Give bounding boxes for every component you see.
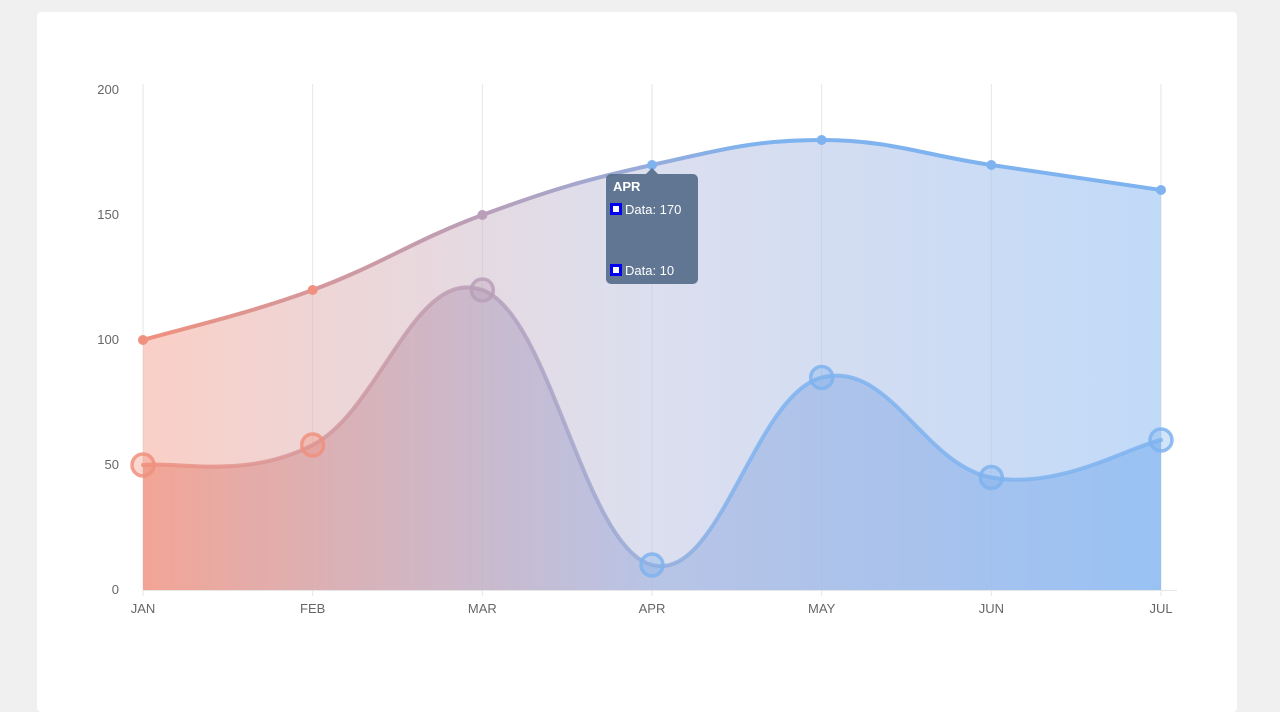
line-area-chart: 0 50 100 150 200 JAN FEB MAR APR MAY JUN JUL <box>97 82 1177 616</box>
x-tick-label: JAN <box>131 601 156 616</box>
x-tick-label: JUN <box>979 601 1004 616</box>
y-tick-label: 0 <box>112 582 119 597</box>
tooltip-row: Data: 10 <box>610 261 674 279</box>
data-point <box>808 364 835 391</box>
data-point <box>986 160 997 170</box>
data-point <box>639 552 665 578</box>
data-point <box>1148 427 1174 453</box>
x-tick-label: JUL <box>1149 601 1172 616</box>
tooltip-row-label: Data: 170 <box>625 201 682 217</box>
data-point <box>469 277 496 303</box>
data-point <box>299 432 326 458</box>
y-tick-label: 150 <box>97 207 119 222</box>
data-point <box>307 285 318 295</box>
series-area <box>143 287 1161 590</box>
tooltip: APR Data: 170 Data: 10 <box>606 168 698 284</box>
legend-swatch-icon <box>610 264 622 276</box>
data-point <box>477 210 488 220</box>
data-points <box>130 135 1174 578</box>
axes: 0 50 100 150 200 JAN FEB MAR APR MAY JUN JUL <box>97 82 1177 616</box>
legend-swatch-icon <box>610 203 622 215</box>
data-point <box>647 160 657 170</box>
y-tick-label: 200 <box>97 82 119 97</box>
y-tick-label: 50 <box>105 457 119 472</box>
data-point <box>978 464 1005 491</box>
y-tick-label: 100 <box>97 332 119 347</box>
x-tick-label: FEB <box>300 601 325 616</box>
x-tick-label: MAY <box>808 601 836 616</box>
x-tick-label: MAR <box>468 601 497 616</box>
series-line <box>141 285 1163 569</box>
tooltip-row-label: Data: 10 <box>625 262 675 278</box>
data-point <box>1156 185 1166 195</box>
data-point <box>138 335 148 345</box>
tooltip-row: Data: 170 <box>610 200 681 218</box>
tooltip-title: APR <box>613 179 641 194</box>
data-point <box>130 452 156 478</box>
x-tick-label: APR <box>639 601 666 616</box>
data-point <box>816 135 827 145</box>
